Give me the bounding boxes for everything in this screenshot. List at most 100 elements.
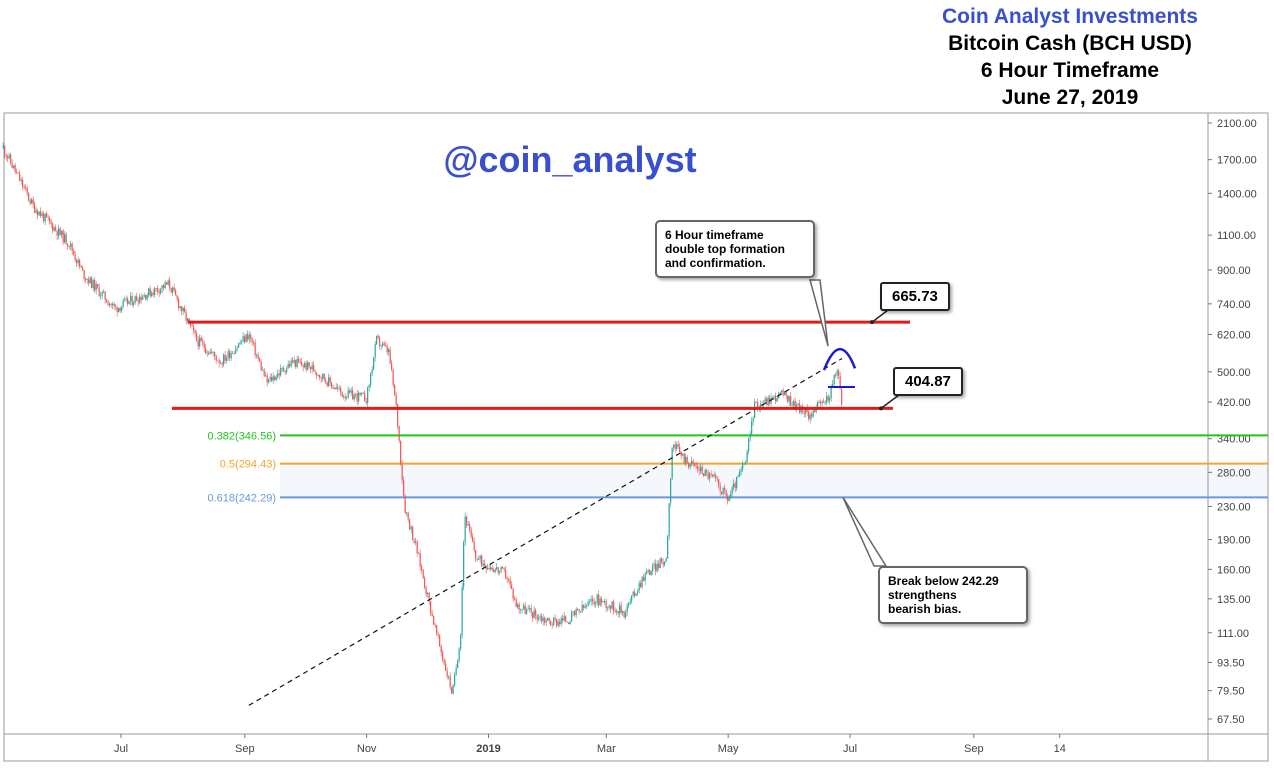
candle-body: [179, 306, 181, 308]
candle-body: [502, 567, 504, 569]
candle-body: [248, 334, 250, 340]
candle-body: [139, 296, 141, 303]
candle-body: [223, 354, 225, 365]
candle-body: [715, 474, 717, 478]
candle-body: [827, 396, 829, 401]
candle-body: [581, 604, 583, 612]
candle-body: [251, 338, 253, 343]
candle-body: [488, 568, 490, 569]
candle-body: [538, 617, 540, 620]
candle-body: [178, 299, 180, 308]
candle-body: [266, 375, 268, 383]
candle-body: [149, 288, 151, 296]
candle-body: [704, 470, 706, 477]
candle-body: [238, 343, 240, 348]
candle-body: [361, 392, 363, 395]
candle-body: [371, 369, 373, 374]
double-top-callout-text: 6 Hour timeframe double top formation an…: [665, 228, 785, 270]
candle-body: [10, 154, 12, 163]
candle-body: [122, 300, 124, 307]
candle-body: [727, 495, 729, 502]
candle-body: [25, 187, 27, 189]
candle-body: [440, 646, 442, 653]
chart-timeframe: 6 Hour Timeframe: [980, 59, 1160, 82]
candle-body: [817, 401, 819, 408]
candle-body: [382, 343, 384, 346]
candle-body: [362, 392, 364, 394]
candle-body: [239, 342, 241, 344]
candle-body: [670, 478, 672, 504]
candle-body: [437, 633, 439, 636]
candle-body: [575, 608, 577, 616]
candle-body: [389, 349, 391, 364]
candle-body: [67, 243, 69, 247]
candle-body: [428, 593, 430, 601]
candle-body: [812, 410, 814, 417]
candle-body: [656, 563, 658, 572]
double-top-arc: [822, 348, 857, 371]
candle-body: [563, 616, 565, 621]
candle-body: [499, 570, 501, 573]
candle-body: [2, 146, 4, 148]
candle-body: [577, 608, 579, 610]
candle-body: [746, 450, 748, 462]
candle-body: [119, 307, 121, 311]
candle-body: [637, 590, 639, 594]
candle-body: [622, 611, 624, 613]
candle-body: [395, 394, 397, 405]
candle-body: [211, 351, 213, 353]
candle-body: [568, 622, 570, 624]
candle-body: [56, 230, 58, 236]
price-axis-tick-label: 900.00: [1217, 265, 1251, 277]
candle-body: [379, 337, 381, 346]
candle-body: [169, 280, 171, 288]
candle-body: [391, 363, 393, 370]
candle-body: [487, 568, 489, 570]
candle-body: [146, 294, 148, 300]
candle-body: [296, 358, 298, 367]
candle-body: [797, 403, 799, 405]
candle-body: [722, 487, 724, 494]
candle-body: [481, 555, 483, 566]
candle-body: [292, 360, 294, 363]
candle-body: [335, 387, 337, 390]
candle-body: [412, 526, 414, 540]
candle-body: [176, 295, 178, 300]
chart-date: June 27, 2019: [1001, 86, 1139, 109]
candle-body: [257, 354, 259, 359]
candle-body: [280, 368, 282, 376]
candle-body: [464, 516, 466, 542]
candle-body: [199, 337, 201, 347]
candle-body: [388, 349, 390, 353]
candle-body: [626, 605, 628, 612]
candle-body: [287, 364, 289, 369]
candle-body: [281, 367, 283, 369]
candle-body: [175, 290, 177, 296]
candle-body: [194, 330, 196, 334]
candle-body: [467, 524, 469, 526]
candle-body: [788, 396, 790, 402]
candle-body: [550, 621, 552, 626]
candle-body: [529, 607, 531, 610]
candle-body: [691, 460, 693, 465]
candle-body: [742, 464, 744, 470]
fib-level-label: 0.618(242.29): [208, 492, 277, 504]
candle-body: [319, 374, 321, 378]
candle-body: [809, 414, 811, 419]
candle-body: [124, 299, 126, 301]
candle-body: [725, 489, 727, 496]
candle-body: [218, 360, 220, 364]
candle-body: [284, 370, 286, 373]
candle-body: [682, 453, 684, 456]
candle-body: [262, 369, 264, 371]
candle-body: [611, 601, 613, 609]
candle-body: [661, 558, 663, 563]
price-axis-tick-label: 1700.00: [1217, 155, 1257, 167]
candle-body: [689, 464, 691, 468]
candle-body: [571, 612, 573, 622]
candle-body: [698, 469, 700, 471]
candle-body: [673, 444, 675, 448]
candle-body: [308, 362, 310, 367]
candle-body: [532, 612, 534, 619]
candle-body: [274, 376, 276, 380]
